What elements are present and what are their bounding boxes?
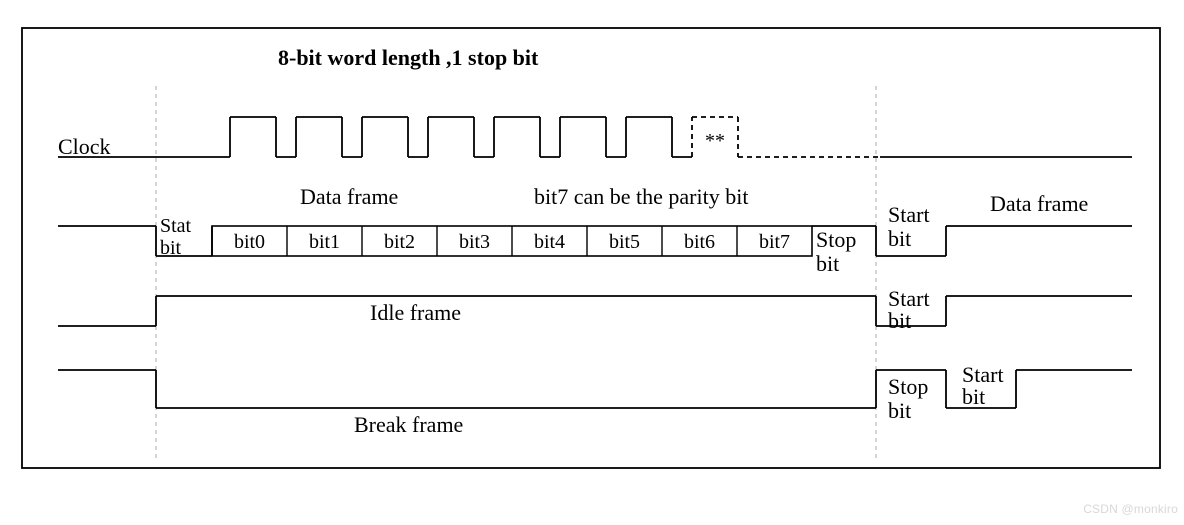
next-data-frame-label: Data frame [990,191,1088,216]
break-stop-label-line1: bit [888,398,911,423]
break-stop-label-line0: Stop [888,374,928,399]
next-start-bit-label-line1: bit [888,226,911,251]
idle-next-start-label-line1: bit [888,308,911,333]
data-bit-1: bit1 [309,231,340,253]
data-frame-label-1: bit7 can be the parity bit [534,184,748,209]
idle-frame-label: Idle frame [370,300,461,325]
data-bit-2: bit2 [384,231,415,253]
diagram-canvas: 8-bit word length ,1 stop bit Clock ** Data… [0,0,1184,520]
data-bit-3: bit3 [459,231,490,253]
data-frame-label-0: Data frame [300,184,398,209]
stop-bit-label-line1: bit [816,251,839,276]
break-start-label-line1: bit [962,384,985,409]
data-bit-0: bit0 [234,231,265,253]
watermark: CSDN @monkiro [1083,502,1178,516]
outer-border [22,28,1160,468]
stop-bit-label-line0: Stop [816,227,856,252]
data-bit-7: bit7 [759,231,790,253]
break-frame-label: Break frame [354,412,463,437]
next-start-bit-label-line0: Start [888,202,930,227]
uart-frame-diagram: 8-bit word length ,1 stop bit Clock ** Data… [0,0,1184,520]
diagram-title: 8-bit word length ,1 stop bit [278,45,539,70]
data-bit-6: bit6 [684,231,715,253]
clock-extra-cycle: ** [705,130,725,152]
data-bit-5: bit5 [609,231,640,253]
data-bit-4: bit4 [534,231,565,253]
clock-label: Clock [58,134,111,159]
start-bit-label-line0: Stat [160,215,192,237]
